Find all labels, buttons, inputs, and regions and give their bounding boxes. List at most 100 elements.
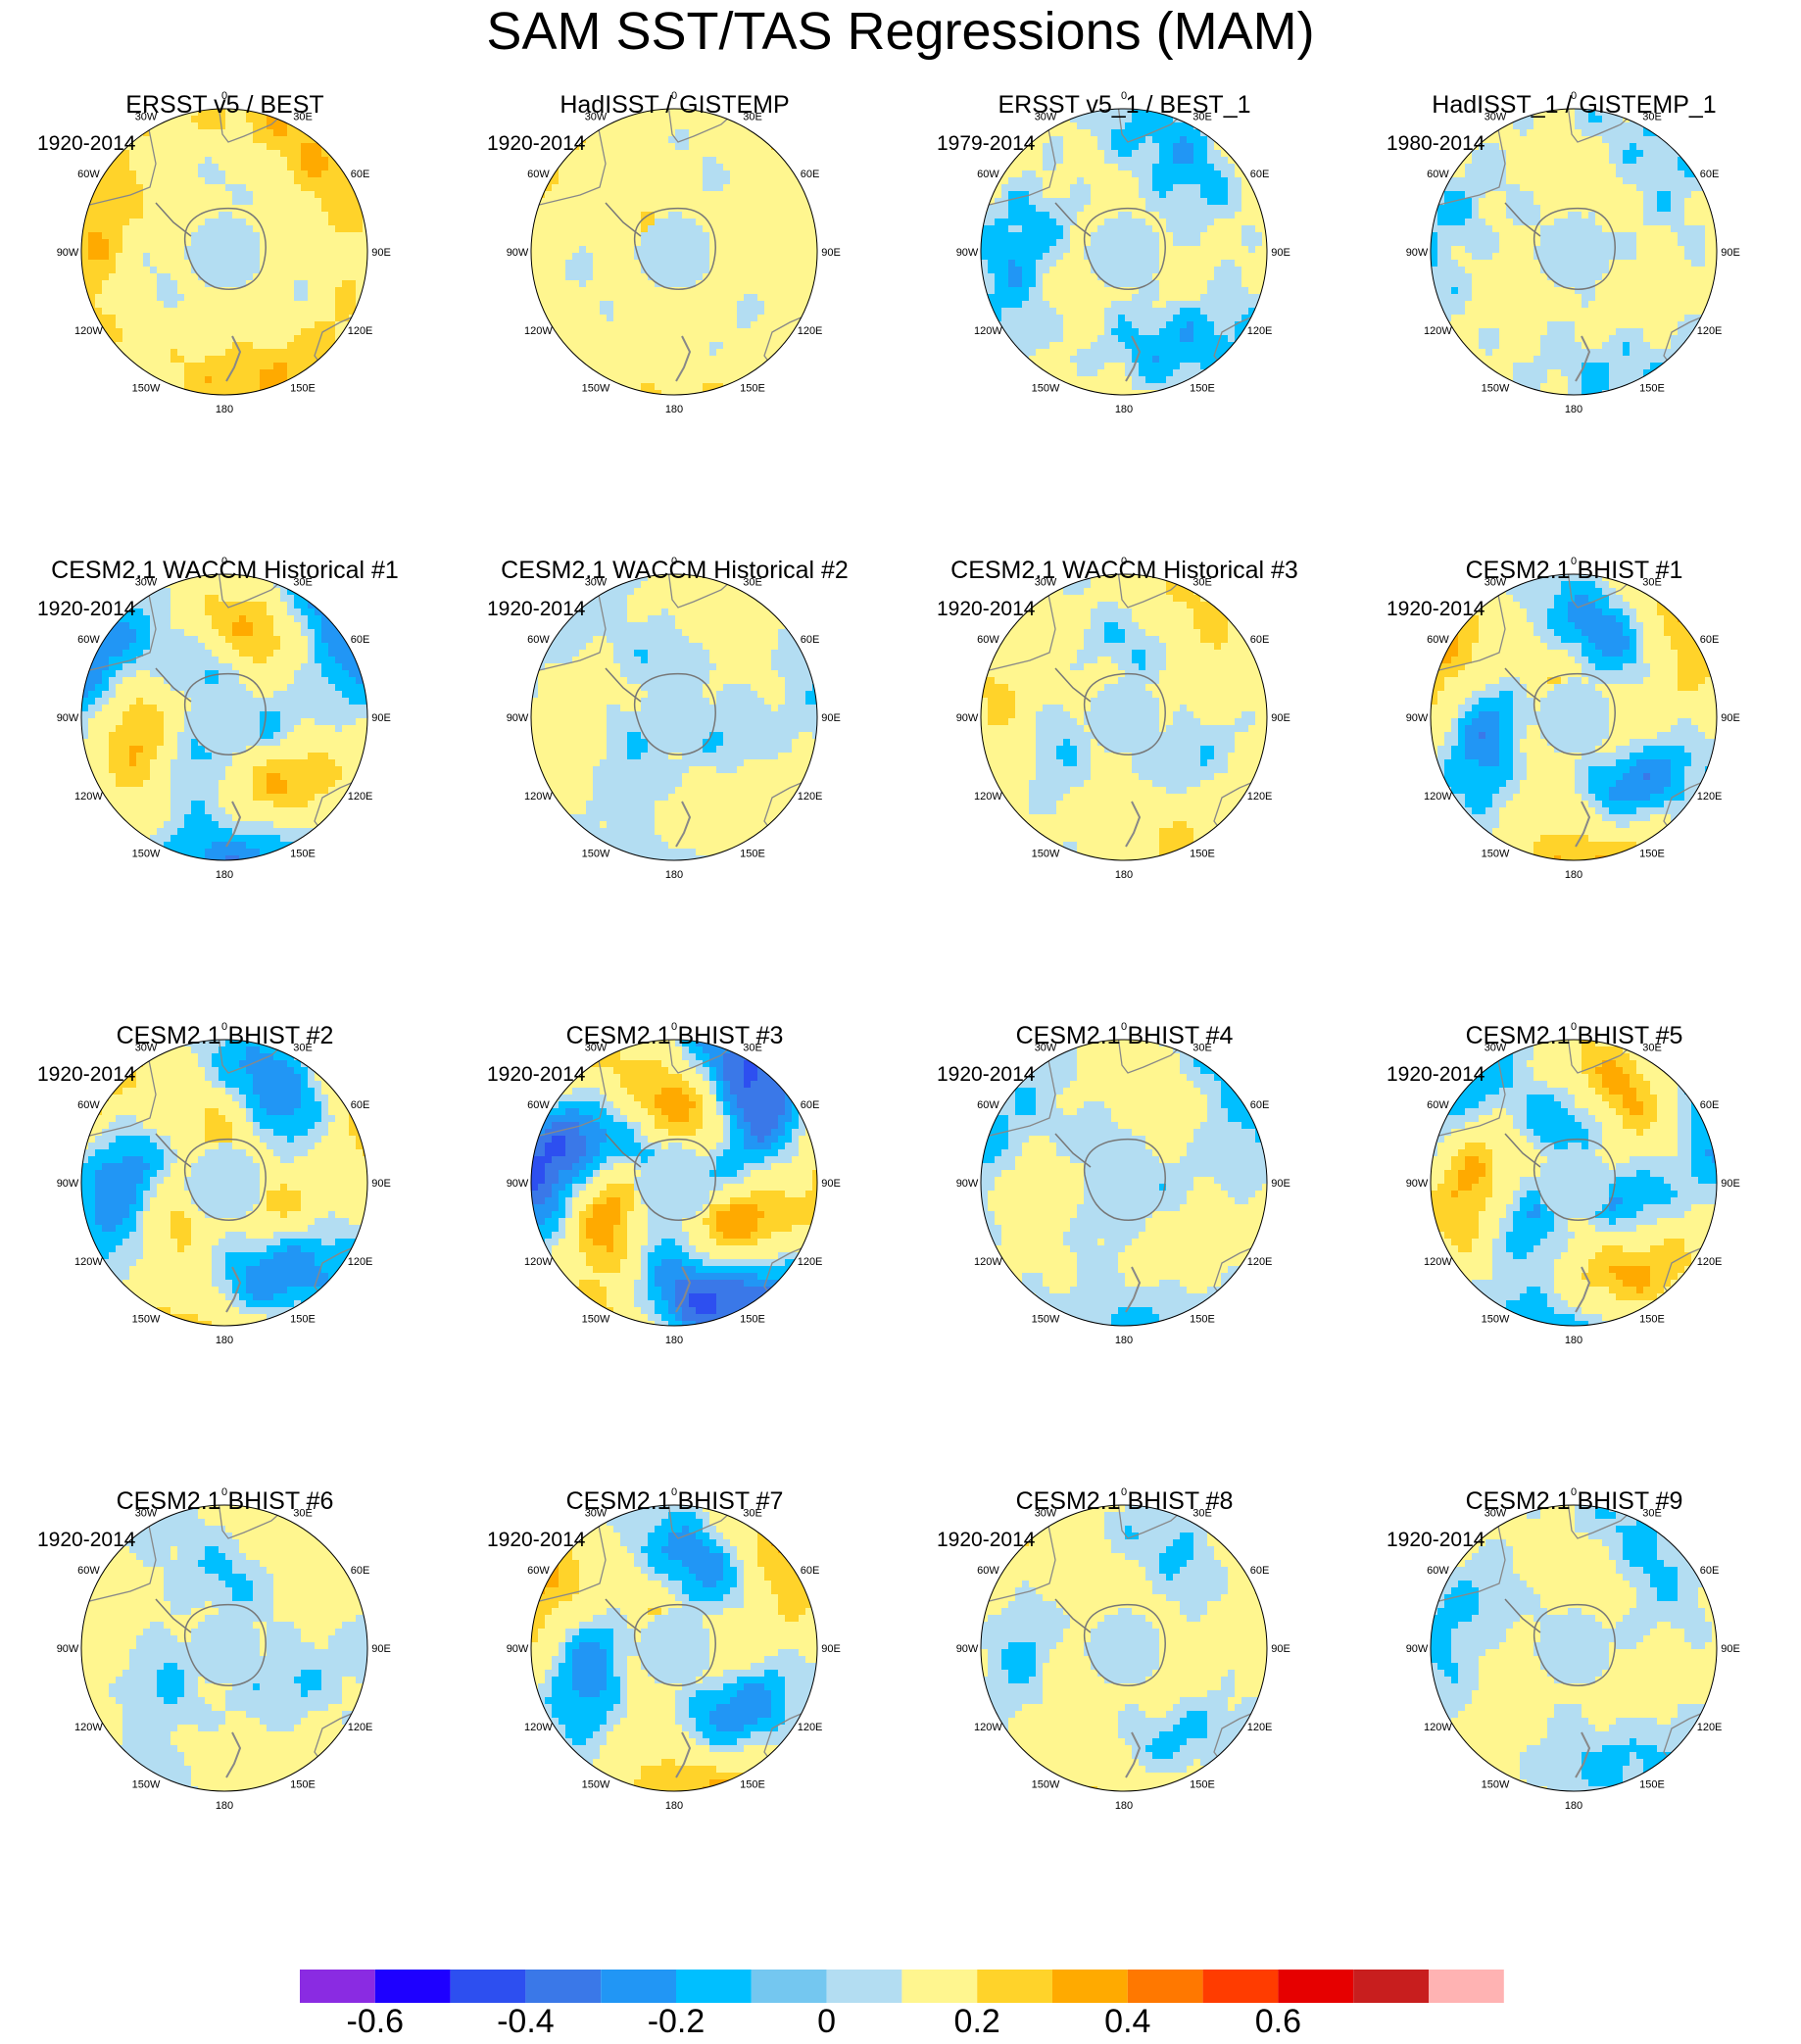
panel-title: CESM2.1 WACCM Historical #1 (0, 556, 450, 585)
longitude-label: 60W (527, 1099, 550, 1111)
longitude-label: 60E (1700, 1099, 1720, 1111)
south-america-coastline (981, 1045, 1056, 1139)
antarctic-peninsula (1504, 667, 1541, 703)
africa-coastline (218, 109, 290, 143)
map-boundary (530, 1039, 818, 1327)
longitude-label: 150W (1032, 383, 1060, 395)
map-panel: 0 30E 60E 90E 120E 150E 180 150W 120W 90W 60W 30W CE… (1349, 931, 1799, 1396)
africa-coastline (1567, 1505, 1639, 1539)
colorbar-tick-label: -0.4 (497, 2002, 555, 2041)
longitude-label: 30W (135, 1507, 158, 1519)
longitude-label: 60E (1700, 1565, 1720, 1577)
new-zealand-coastline (675, 1731, 692, 1778)
map-boundary (1430, 573, 1718, 861)
longitude-label: 90W (956, 1643, 979, 1655)
polar-map: 0 30E 60E 90E 120E 150E 180 150W 120W 90W 60W 30W (956, 1021, 1290, 1346)
panel-title: CESM2.1 BHIST #7 (450, 1486, 900, 1516)
antarctic-peninsula (1054, 1598, 1092, 1633)
longitude-label: 60E (351, 169, 370, 180)
longitude-label: 150W (582, 1779, 610, 1791)
map-panel: 0 30E 60E 90E 120E 150E 180 150W 120W 90W 60W 30W Ha… (1349, 0, 1799, 465)
longitude-label: 30E (743, 1042, 762, 1053)
longitude-label: 150E (740, 849, 765, 860)
south-america-coastline (81, 1045, 157, 1139)
longitude-label: 150W (132, 849, 161, 860)
map-boundary (530, 1504, 818, 1792)
longitude-label: 90E (1721, 1178, 1740, 1190)
new-zealand-coastline (1575, 1731, 1591, 1778)
longitude-label: 90W (57, 712, 79, 724)
regression-field (1431, 574, 1717, 860)
africa-coastline (667, 574, 740, 608)
longitude-label: 30W (1485, 1507, 1507, 1519)
antarctic-peninsula (605, 202, 642, 237)
longitude-label: 60E (1250, 634, 1270, 646)
longitude-label: 150W (132, 383, 161, 395)
longitude-label: 120W (974, 791, 1002, 803)
longitude-label: 60W (527, 1565, 550, 1577)
map-panel: 0 30E 60E 90E 120E 150E 180 150W 120W 90W 60W 30W CE… (900, 465, 1349, 931)
longitude-label: 30W (1035, 1507, 1057, 1519)
longitude-label: 0 (221, 1486, 227, 1498)
longitude-label: 0 (671, 556, 677, 567)
longitude-label: 180 (216, 869, 233, 881)
longitude-label: 90W (956, 1178, 979, 1190)
colorbar-box (1052, 1970, 1128, 2003)
longitude-label: 120E (348, 1722, 373, 1733)
africa-coastline (218, 1040, 290, 1074)
longitude-label: 0 (221, 90, 227, 102)
map-boundary (80, 1039, 368, 1327)
polar-map: 0 30E 60E 90E 120E 150E 180 150W 120W 90W 60W 30W (1406, 1486, 1740, 1812)
antarctica-coastline (634, 1138, 716, 1221)
panel-period: 1920-2014 (937, 1063, 1035, 1087)
antarctica-coastline (1533, 1603, 1616, 1686)
antarctic-peninsula (1504, 202, 1541, 237)
longitude-label: 120E (348, 791, 373, 803)
longitude-label: 30W (1485, 111, 1507, 122)
longitude-label: 30E (1642, 1042, 1662, 1053)
panel-title: CESM2.1 BHIST #3 (450, 1021, 900, 1050)
longitude-label: 30E (1642, 576, 1662, 588)
longitude-label: 120W (1424, 1256, 1452, 1268)
polar-map: 0 30E 60E 90E 120E 150E 180 150W 120W 90W 60W 30W (507, 1486, 841, 1812)
map-panel: 0 30E 60E 90E 120E 150E 180 150W 120W 90W 60W 30W ER… (900, 0, 1349, 465)
longitude-label: 30W (135, 576, 158, 588)
south-america-coastline (1431, 1510, 1506, 1604)
map-boundary (980, 1039, 1268, 1327)
longitude-label: 60W (977, 1099, 999, 1111)
longitude-label: 60E (351, 1565, 370, 1577)
longitude-label: 150E (740, 1779, 765, 1791)
longitude-label: 90E (821, 247, 841, 259)
longitude-label: 30W (1485, 576, 1507, 588)
longitude-label: 0 (1121, 1021, 1127, 1033)
longitude-label: 180 (665, 404, 683, 415)
longitude-label: 60E (1250, 1565, 1270, 1577)
panel-period: 1920-2014 (487, 1529, 585, 1552)
south-america-coastline (1431, 1045, 1506, 1139)
longitude-label: 90W (507, 712, 529, 724)
longitude-label: 120E (798, 1722, 823, 1733)
longitude-label: 60W (1427, 1565, 1449, 1577)
longitude-label: 0 (671, 1486, 677, 1498)
new-zealand-coastline (1575, 801, 1591, 848)
panel-period: 1920-2014 (1387, 1063, 1485, 1087)
map-panel: 0 30E 60E 90E 120E 150E 180 150W 120W 90W 60W 30W Ha… (450, 0, 900, 465)
panel-title: CESM2.1 BHIST #6 (0, 1486, 450, 1516)
longitude-label: 30W (135, 1042, 158, 1053)
antarctica-coastline (634, 1603, 716, 1686)
longitude-label: 120E (1697, 1722, 1723, 1733)
panel-period: 1920-2014 (937, 598, 1035, 621)
new-zealand-coastline (675, 335, 692, 382)
antarctic-peninsula (155, 1133, 192, 1168)
africa-coastline (218, 1505, 290, 1539)
longitude-label: 90E (1721, 712, 1740, 724)
map-boundary (1430, 1504, 1718, 1792)
antarctic-peninsula (155, 1598, 192, 1633)
longitude-label: 30W (1035, 1042, 1057, 1053)
longitude-label: 90W (507, 1178, 529, 1190)
africa-coastline (218, 574, 290, 608)
new-zealand-coastline (1125, 1731, 1142, 1778)
longitude-label: 90E (371, 1178, 391, 1190)
longitude-label: 90E (371, 1643, 391, 1655)
longitude-label: 120W (524, 325, 553, 337)
